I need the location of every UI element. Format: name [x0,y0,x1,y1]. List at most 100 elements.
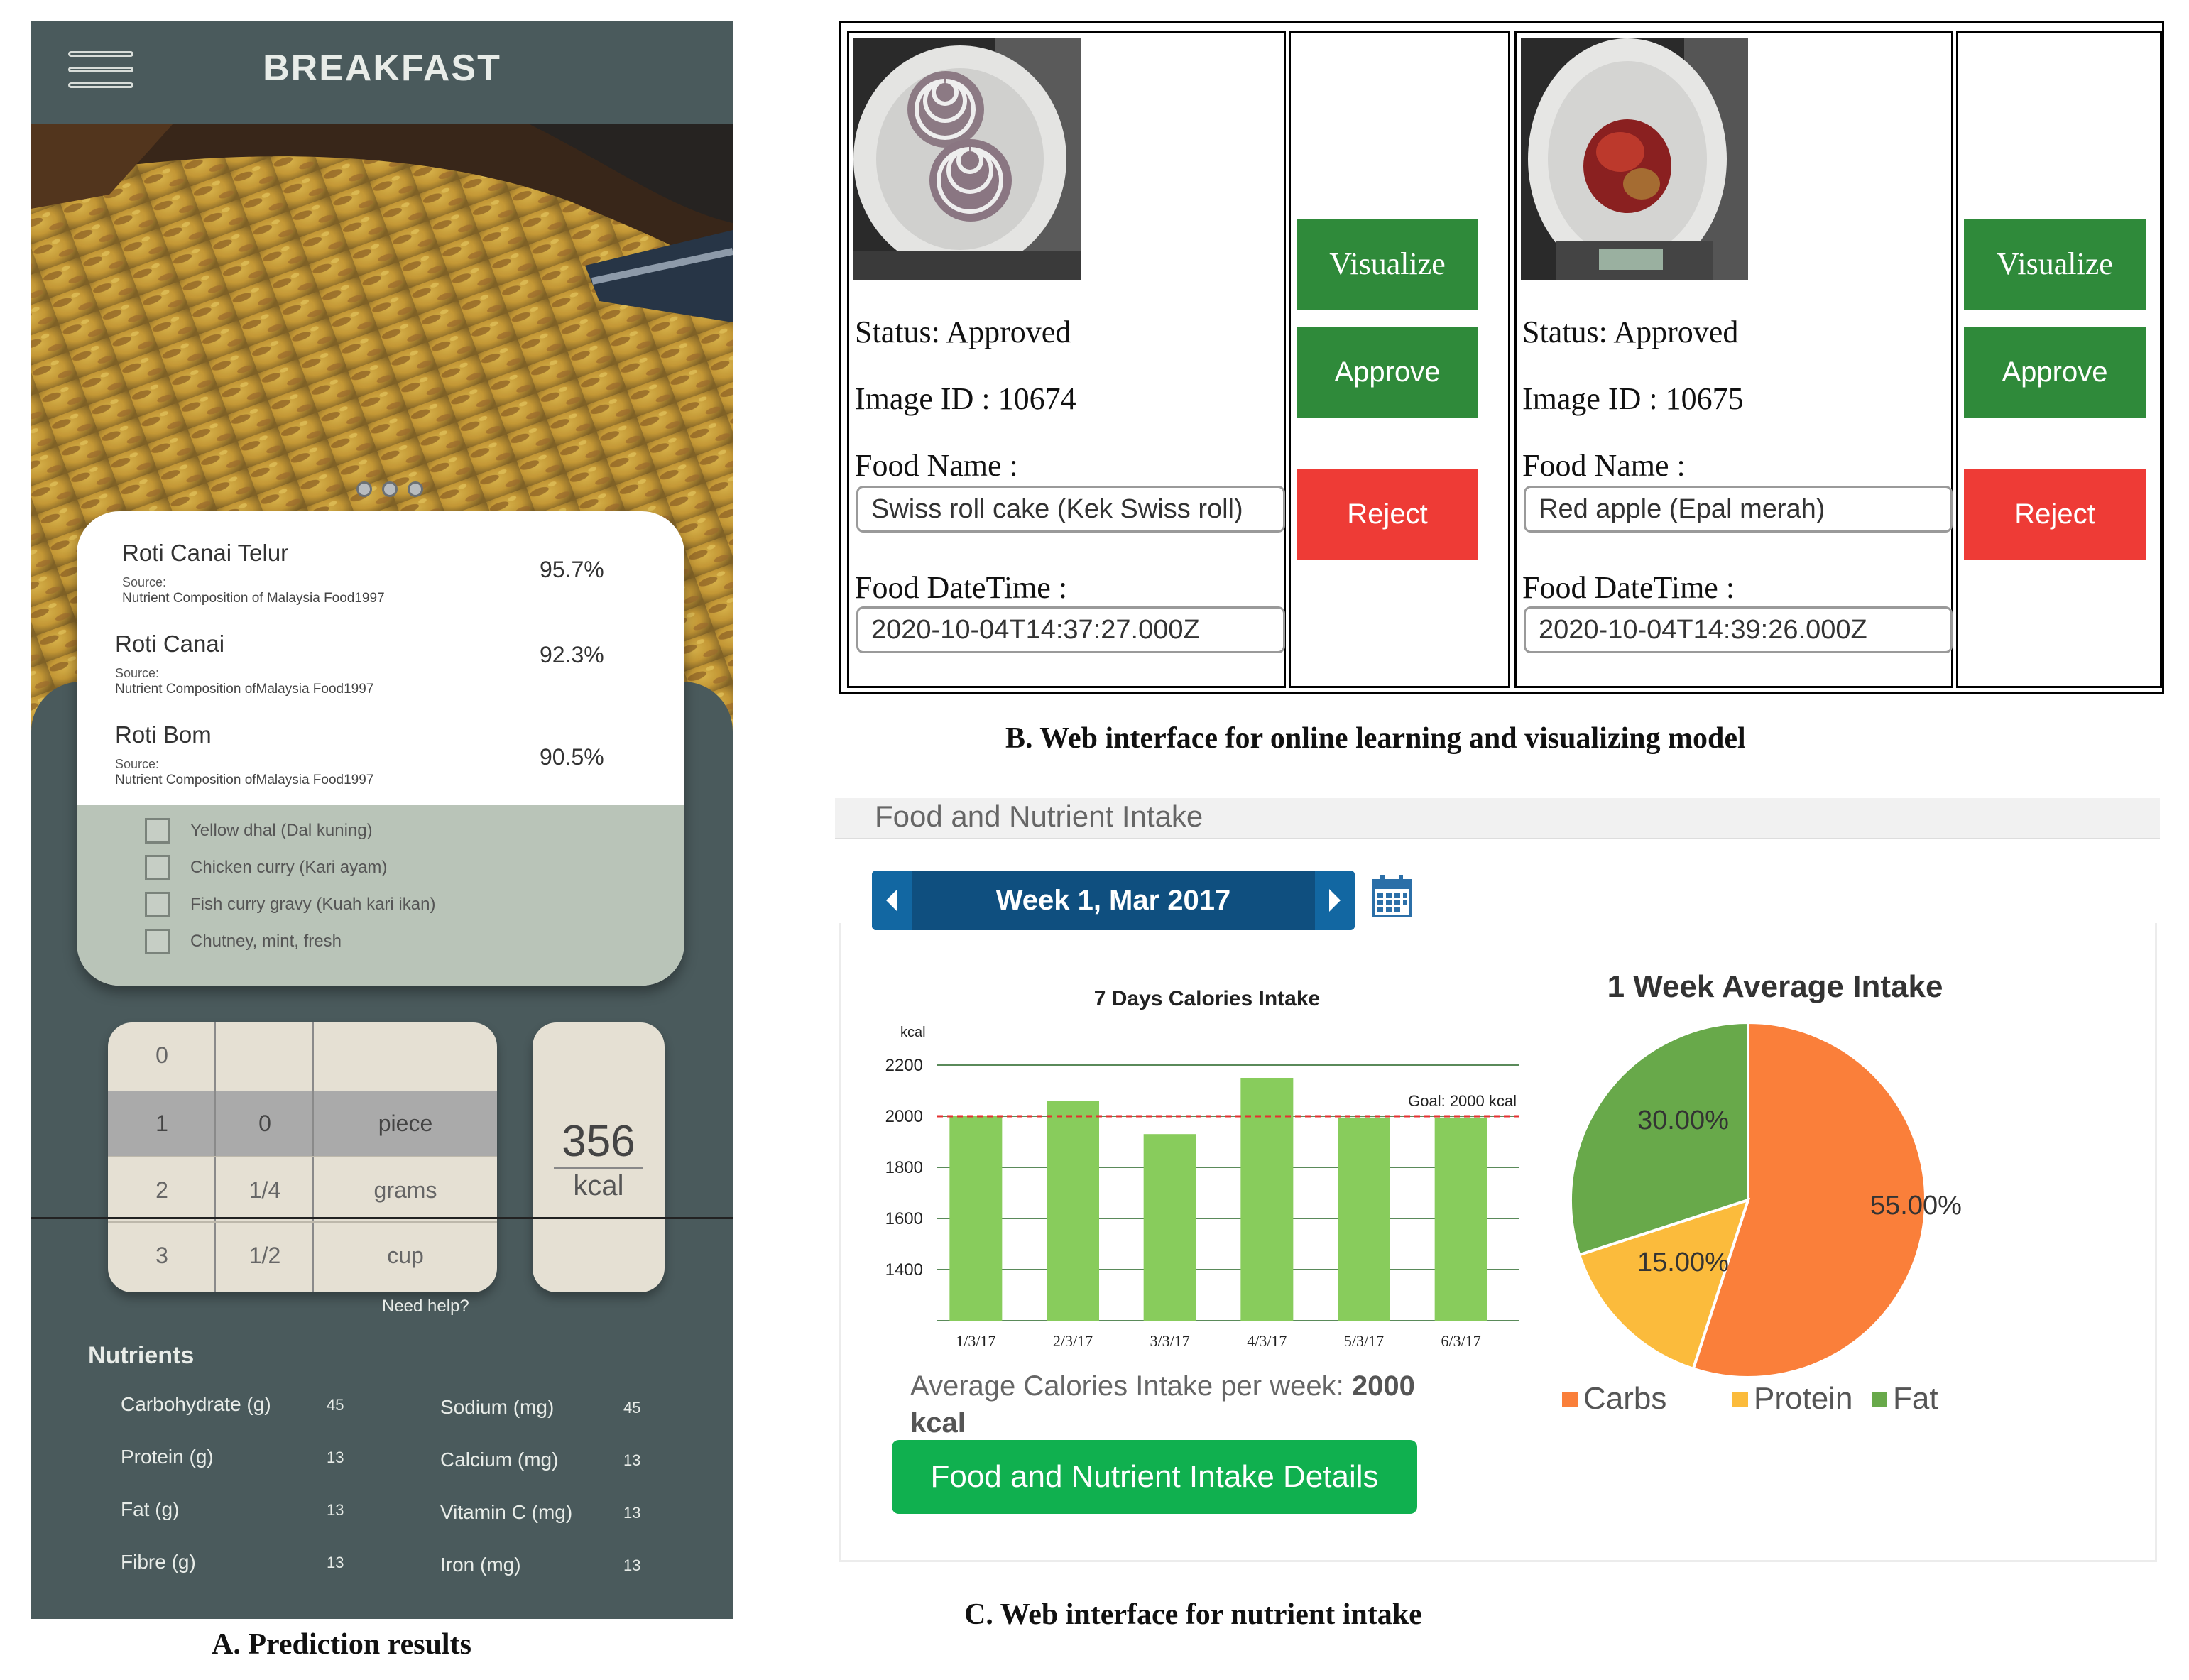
nutrient-intake-header: Food and Nutrient Intake [835,798,2160,839]
approve-button[interactable]: Approve [1297,327,1478,418]
side-dish-item[interactable]: Fish curry gravy (Kuah kari ikan) [145,890,642,919]
food-image-swiss-roll[interactable] [853,38,1081,280]
prediction-item[interactable]: Roti Canai Source: Nutrient Composition … [77,631,677,716]
source-label: Source: [115,757,160,771]
datetime-label: Food DateTime : [1522,570,1735,605]
side-dish-item[interactable]: Chutney, mint, fresh [145,927,642,956]
side-dish-label: Yellow dhal (Dal kuning) [190,821,373,840]
quantity-unit[interactable] [314,1022,497,1088]
column-divider [312,1022,314,1292]
nutrient-name: Fibre (g) [121,1551,196,1573]
record-actions: Visualize Approve Reject [1956,31,2162,688]
nutrient-name: Fat (g) [121,1498,180,1520]
quantity-unit[interactable]: grams [373,1177,437,1203]
quantity-whole[interactable]: 2 [155,1177,168,1203]
food-name-label: Food Name : [1522,448,1686,483]
nutrient-name: Protein (g) [121,1446,214,1468]
side-dish-item[interactable]: Yellow dhal (Dal kuning) [145,817,642,845]
average-calories-unit: kcal [910,1407,966,1439]
quantity-fraction[interactable]: 0 [258,1111,271,1136]
visualize-button[interactable]: Visualize [1964,219,2146,310]
calorie-unit: kcal [573,1170,624,1201]
carousel-dots[interactable] [356,481,442,503]
divider [554,1167,643,1169]
average-intake-pie-chart: 1 Week Average Intake 55.00% 15.00% 30.00% C… [1562,969,1962,1416]
visualize-button[interactable]: Visualize [1297,219,1478,310]
quantity-row[interactable]: 3 1/2 cup [108,1223,497,1288]
quantity-picker[interactable]: 0 1 0 piece 2 1/4 grams 3 1/2 cup [108,1022,497,1292]
quantity-row[interactable]: 2 1/4 grams [108,1157,497,1223]
prediction-source: Nutrient Composition ofMalaysia Food1997 [115,773,374,787]
legend-label: Carbs [1583,1381,1666,1416]
week-navigator: Week 1, Mar 2017 [872,871,1355,930]
x-tick-label: 1/3/17 [956,1332,995,1349]
x-tick-label: 2/3/17 [1053,1332,1093,1349]
side-dish-checkbox[interactable] [145,818,170,844]
caption-a: A. Prediction results [212,1628,471,1661]
side-dish-checkbox[interactable] [145,929,170,954]
y-tick-label: 1600 [885,1209,923,1228]
intake-details-button[interactable]: Food and Nutrient Intake Details [892,1440,1417,1514]
divider [31,1217,733,1219]
pie-slice [1569,1020,1749,1257]
chart-title: 1 Week Average Intake [1607,969,1943,1004]
prediction-confidence: 92.3% [540,642,604,667]
need-help-link[interactable]: Need help? [382,1297,469,1316]
nutrient-value: 45 [623,1399,641,1417]
prediction-item[interactable]: Roti Canai Telur Source: Nutrient Compos… [77,540,684,625]
average-calories-label: Average Calories Intake per week: [910,1370,1352,1402]
quantity-fraction[interactable]: 1/4 [249,1177,281,1203]
row-divider [108,1156,497,1157]
next-week-button[interactable] [1315,871,1355,930]
pie-slice [1691,1020,1927,1379]
y-tick-label: 2000 [885,1107,923,1126]
hamburger-menu-icon[interactable] [68,51,133,95]
previous-week-button[interactable] [872,871,912,930]
nutrient-value: 13 [623,1451,641,1469]
approve-button[interactable]: Approve [1964,327,2146,418]
source-label: Source: [115,666,160,680]
side-dish-checkbox[interactable] [145,892,170,917]
quantity-row[interactable]: 0 [108,1022,497,1088]
column-divider [214,1022,216,1292]
quantity-unit[interactable]: piece [378,1111,433,1136]
x-tick-label: 3/3/17 [1150,1332,1190,1349]
x-tick-label: 5/3/17 [1344,1332,1384,1349]
quantity-fraction[interactable] [216,1022,314,1088]
app-header: BREAKFAST [31,21,733,124]
quantity-whole[interactable]: 3 [155,1243,168,1268]
quantity-row-selected[interactable]: 1 0 piece [108,1091,497,1156]
quantity-whole[interactable]: 1 [155,1111,168,1136]
side-dish-item[interactable]: Chicken curry (Kari ayam) [145,853,642,882]
bar [1143,1134,1196,1321]
x-tick-label: 4/3/17 [1247,1332,1287,1349]
prediction-confidence: 95.7% [540,557,604,582]
prediction-item[interactable]: Roti Bom Source: Nutrient Composition of… [77,721,677,807]
datetime-input[interactable]: 2020-10-04T14:39:26.000Z [1524,606,1953,653]
nutrient-value: 13 [623,1504,641,1522]
status-text: Status: Approved [1522,315,1739,349]
goal-label: Goal: 2000 kcal [1408,1092,1517,1110]
food-name-label: Food Name : [855,448,1018,483]
prediction-confidence: 90.5% [540,744,604,770]
row-divider [108,1221,497,1223]
quantity-fraction[interactable]: 1/2 [249,1243,281,1268]
carousel-dot[interactable] [356,481,372,497]
datetime-label: Food DateTime : [855,570,1068,605]
carousel-dot[interactable] [408,481,423,497]
datetime-input[interactable]: 2020-10-04T14:37:27.000Z [856,606,1285,653]
side-dish-checkbox[interactable] [145,855,170,880]
food-name-input[interactable]: Red apple (Epal merah) [1524,486,1953,533]
bar [1434,1117,1487,1321]
food-name-input[interactable]: Swiss roll cake (Kek Swiss roll) [856,486,1285,533]
calendar-icon[interactable] [1370,873,1413,919]
reject-button[interactable]: Reject [1297,469,1478,560]
y-tick-label: 1400 [885,1260,923,1280]
bar [1240,1078,1294,1321]
food-image-red-apple[interactable] [1521,38,1748,280]
carousel-dot[interactable] [382,481,398,497]
quantity-whole[interactable]: 0 [155,1042,168,1068]
reject-button[interactable]: Reject [1964,469,2146,560]
slice-label: 15.00% [1637,1248,1729,1277]
quantity-unit[interactable]: cup [387,1243,424,1268]
